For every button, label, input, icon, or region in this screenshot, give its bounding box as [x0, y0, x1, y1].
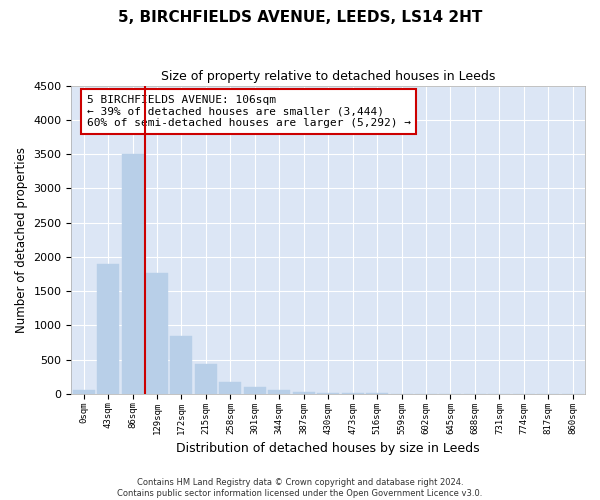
Title: Size of property relative to detached houses in Leeds: Size of property relative to detached ho… — [161, 70, 496, 83]
Bar — [341, 393, 364, 394]
Bar — [317, 393, 339, 394]
Y-axis label: Number of detached properties: Number of detached properties — [15, 146, 28, 332]
Text: Contains HM Land Registry data © Crown copyright and database right 2024.
Contai: Contains HM Land Registry data © Crown c… — [118, 478, 482, 498]
Bar — [122, 154, 143, 394]
Bar — [268, 390, 290, 394]
X-axis label: Distribution of detached houses by size in Leeds: Distribution of detached houses by size … — [176, 442, 480, 455]
Bar — [220, 382, 241, 394]
Bar — [170, 336, 193, 394]
Text: 5 BIRCHFIELDS AVENUE: 106sqm
← 39% of detached houses are smaller (3,444)
60% of: 5 BIRCHFIELDS AVENUE: 106sqm ← 39% of de… — [87, 95, 411, 128]
Bar — [244, 387, 266, 394]
Bar — [293, 392, 315, 394]
Bar — [73, 390, 95, 394]
Text: 5, BIRCHFIELDS AVENUE, LEEDS, LS14 2HT: 5, BIRCHFIELDS AVENUE, LEEDS, LS14 2HT — [118, 10, 482, 25]
Bar — [195, 364, 217, 394]
Bar — [146, 273, 168, 394]
Bar — [97, 264, 119, 394]
